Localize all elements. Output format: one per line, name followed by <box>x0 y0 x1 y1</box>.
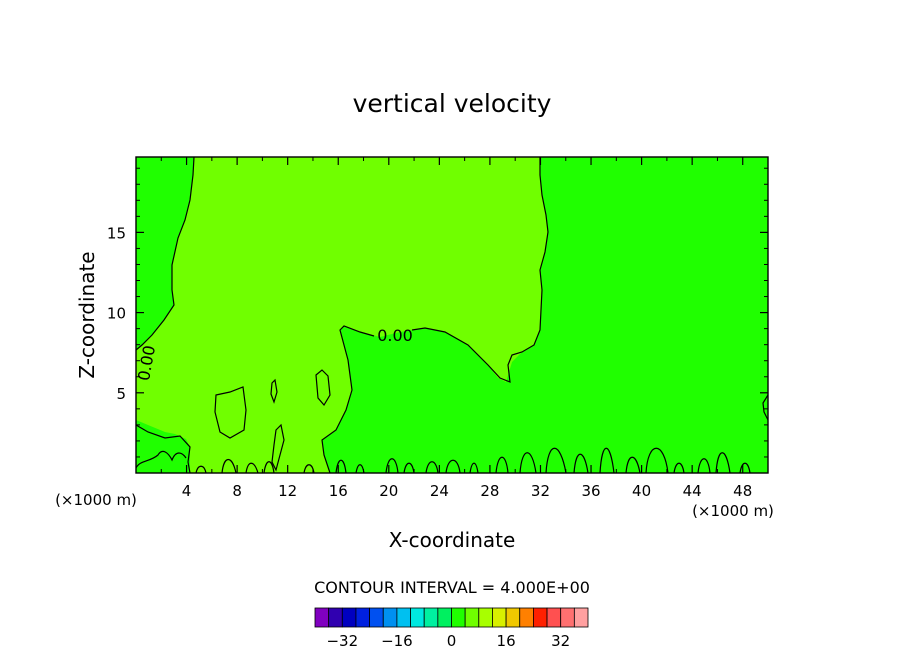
colorbar-swatch <box>478 607 493 628</box>
chart-title: vertical velocity <box>353 89 552 118</box>
colorbar-swatch <box>410 607 425 628</box>
zero-contour-middle <box>321 325 375 474</box>
colorbar-swatch <box>437 607 452 628</box>
contour-interval-text: CONTOUR INTERVAL = 4.000E+00 <box>314 578 590 597</box>
colorbar-swatch <box>560 607 575 628</box>
x-unit-left: (×1000 m) <box>55 491 137 509</box>
contour-label-center: 0.00 <box>377 326 413 345</box>
colorbar-tick-label: −32 <box>326 632 358 650</box>
colorbar-swatch <box>341 607 357 628</box>
colorbar-swatch <box>573 607 589 628</box>
x-axis-label: X-coordinate <box>389 528 516 552</box>
colorbar <box>314 607 589 628</box>
zero-contour-bottom-left <box>135 424 191 474</box>
positive-velocity-region <box>136 157 548 473</box>
x-tick-label: 36 <box>581 482 600 500</box>
zero-contour-blob-8 <box>214 386 247 439</box>
colorbar-swatch <box>382 607 398 628</box>
colorbar-swatch <box>533 607 548 628</box>
x-tick-label: 40 <box>632 482 651 500</box>
zero-contour-left <box>135 156 195 351</box>
x-tick-label: 24 <box>430 482 449 500</box>
y-axis: 5 10 15 <box>107 167 768 458</box>
plot-frame <box>135 156 769 474</box>
colorbar-swatch <box>451 607 466 628</box>
y-tick-label: 5 <box>116 385 126 403</box>
x-tick-label: 48 <box>733 482 752 500</box>
zero-contour-right <box>411 157 549 383</box>
colorbar-swatch <box>369 607 384 628</box>
colorbar-swatch <box>396 607 411 628</box>
zero-contour-blob-12 <box>271 423 285 472</box>
x-tick-label: 44 <box>683 482 702 500</box>
colorbar-swatch <box>355 607 371 628</box>
x-tick-label: 8 <box>232 482 242 500</box>
colorbar-tick-label: 16 <box>497 632 516 650</box>
x-unit-right: (×1000 m) <box>692 502 774 520</box>
colorbar-swatch <box>505 607 521 628</box>
colorbar-tick-label: 32 <box>551 632 570 650</box>
plot-area: 0.00 0.00 <box>134 156 769 474</box>
x-axis: 4 8 12 16 20 24 28 32 36 40 44 48 <box>160 157 752 500</box>
zero-contour-blob-14 <box>315 369 331 407</box>
zero-contour-blob-11 <box>270 378 278 404</box>
zero-contour-right-edge <box>762 394 769 421</box>
x-tick-label: 16 <box>329 482 348 500</box>
x-tick-label: 12 <box>278 482 297 500</box>
y-tick-label: 15 <box>107 224 126 242</box>
colorbar-ticks: −32 −16 0 16 32 <box>326 632 570 650</box>
colorbar-tick-label: 0 <box>447 632 457 650</box>
colorbar-swatch <box>519 607 534 628</box>
colorbar-swatch <box>492 607 507 628</box>
x-tick-label: 28 <box>480 482 499 500</box>
x-tick-label: 4 <box>182 482 192 500</box>
x-tick-label: 20 <box>379 482 398 500</box>
x-tick-label: 32 <box>531 482 550 500</box>
colorbar-swatch <box>464 607 480 628</box>
y-tick-label: 10 <box>107 305 126 323</box>
zero-contours <box>135 156 769 474</box>
colorbar-swatch <box>328 607 343 628</box>
colorbar-swatch <box>423 607 439 628</box>
colorbar-swatch <box>546 607 562 628</box>
colorbar-tick-label: −16 <box>381 632 413 650</box>
colorbar-swatch <box>314 607 330 628</box>
zero-contour-ground <box>135 447 751 474</box>
y-axis-label: Z-coordinate <box>75 251 99 378</box>
